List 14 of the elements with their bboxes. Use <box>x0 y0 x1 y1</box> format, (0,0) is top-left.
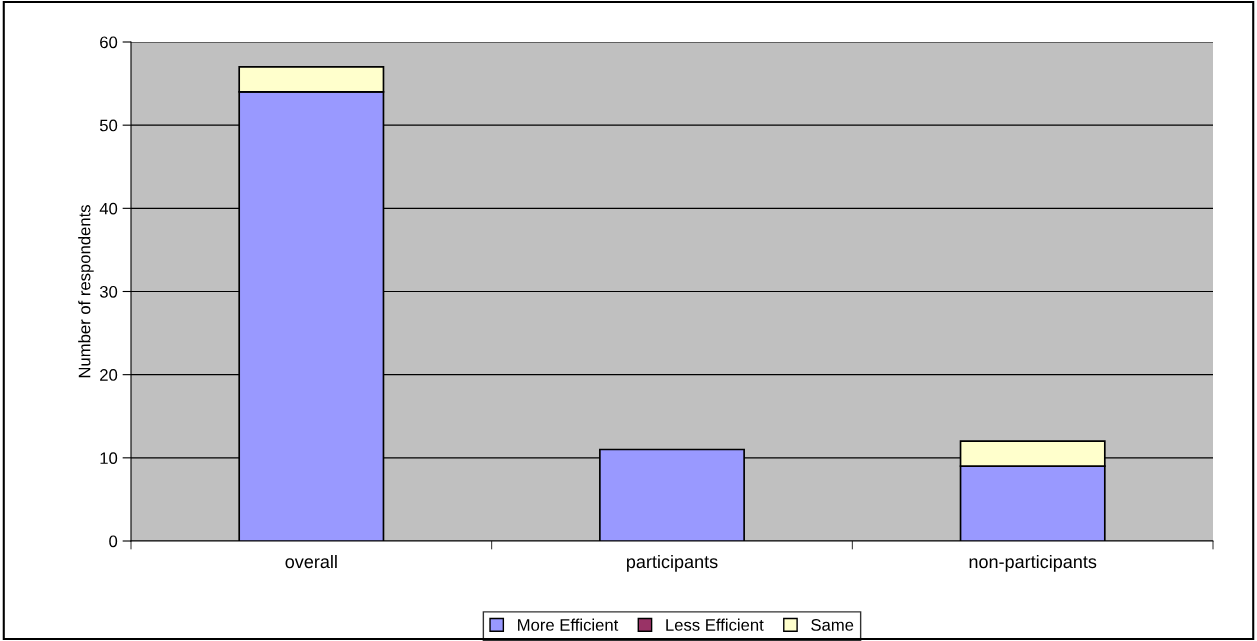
x-tick-label: non-participants <box>969 554 1097 572</box>
y-tick-label: 0 <box>109 535 118 548</box>
y-tick-label: 10 <box>100 452 118 465</box>
y-axis-title: Number of respondents <box>78 205 94 378</box>
y-tick-label: 40 <box>99 202 118 215</box>
legend-label: Same <box>811 619 854 631</box>
y-tick-label: 30 <box>99 285 118 298</box>
y-tick-label: 50 <box>99 119 118 132</box>
x-tick-label: participants <box>627 554 718 572</box>
y-tick-label: 20 <box>100 369 118 381</box>
legend-label: Less Efficient <box>666 618 764 631</box>
legend-label: More Efficient <box>518 618 619 631</box>
x-tick-label: overall <box>285 554 337 569</box>
y-tick-label: 60 <box>100 36 118 49</box>
